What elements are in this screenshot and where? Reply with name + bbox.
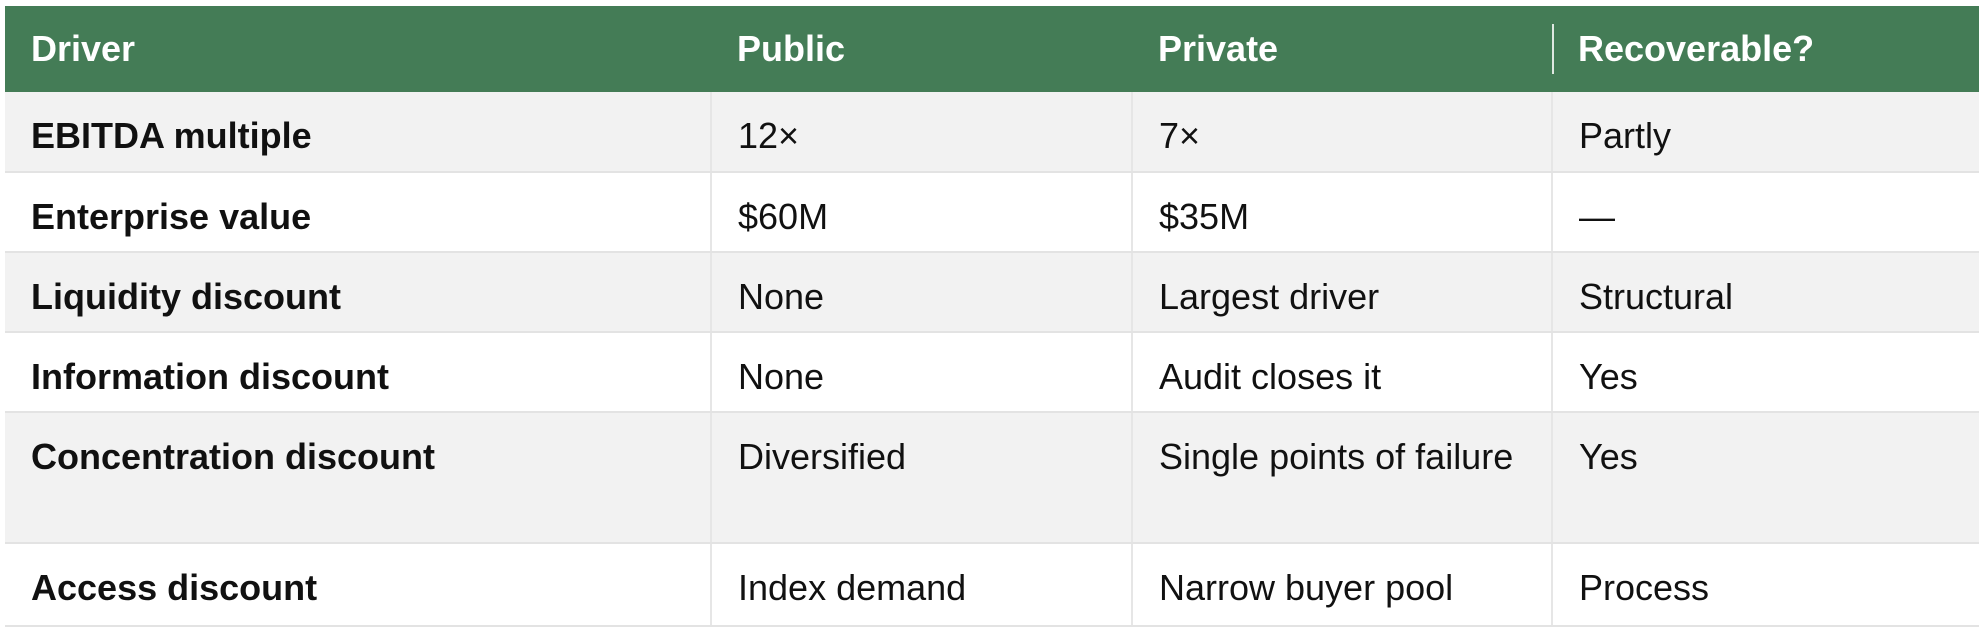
private-cell: Audit closes it bbox=[1131, 332, 1552, 413]
table-row: Information discount None Audit closes i… bbox=[5, 332, 1979, 413]
private-cell: Single points of failure bbox=[1131, 412, 1552, 544]
recoverable-cell: Process bbox=[1551, 543, 1979, 627]
public-cell: None bbox=[710, 332, 1132, 413]
public-cell: Diversified bbox=[710, 412, 1132, 544]
header-cell-recoverable: Recoverable? bbox=[1552, 6, 1979, 92]
public-cell: $60M bbox=[710, 172, 1132, 253]
table-row: Enterprise value $60M $35M — bbox=[5, 172, 1979, 253]
row-label: Liquidity discount bbox=[5, 252, 711, 333]
private-cell: $35M bbox=[1131, 172, 1552, 253]
recoverable-cell: — bbox=[1551, 172, 1979, 253]
header-cell-public: Public bbox=[737, 28, 846, 69]
row-label: Information discount bbox=[5, 332, 711, 413]
header-row: Driver Public Private Recoverable? bbox=[5, 6, 1979, 92]
header-cell-driver: Driver bbox=[31, 28, 136, 69]
table-row: EBITDA multiple 12× 7× Partly bbox=[5, 92, 1979, 173]
private-cell: Largest driver bbox=[1131, 252, 1552, 333]
header-cell-private: Private bbox=[1158, 28, 1279, 69]
private-cell: Narrow buyer pool bbox=[1131, 543, 1552, 627]
row-label: Concentration discount bbox=[5, 412, 711, 544]
row-label: EBITDA multiple bbox=[5, 92, 711, 173]
table-row: Access discount Index demand Narrow buye… bbox=[5, 543, 1979, 627]
valuation-drivers-table: Driver Public Private Recoverable? EBITD… bbox=[5, 6, 1979, 627]
public-cell: Index demand bbox=[710, 543, 1132, 627]
table-row: Liquidity discount None Largest driver S… bbox=[5, 252, 1979, 333]
recoverable-cell: Partly bbox=[1551, 92, 1979, 173]
public-cell: None bbox=[710, 252, 1132, 333]
public-cell: 12× bbox=[710, 92, 1132, 173]
recoverable-cell: Yes bbox=[1551, 412, 1979, 544]
recoverable-cell: Structural bbox=[1551, 252, 1979, 333]
recoverable-cell: Yes bbox=[1551, 332, 1979, 413]
private-cell: 7× bbox=[1131, 92, 1552, 173]
row-label: Enterprise value bbox=[5, 172, 711, 253]
table-row: Concentration discount Diversified Singl… bbox=[5, 412, 1979, 544]
row-label: Access discount bbox=[5, 543, 711, 627]
comparison-table-container: Driver Public Private Recoverable? EBITD… bbox=[5, 6, 1979, 627]
